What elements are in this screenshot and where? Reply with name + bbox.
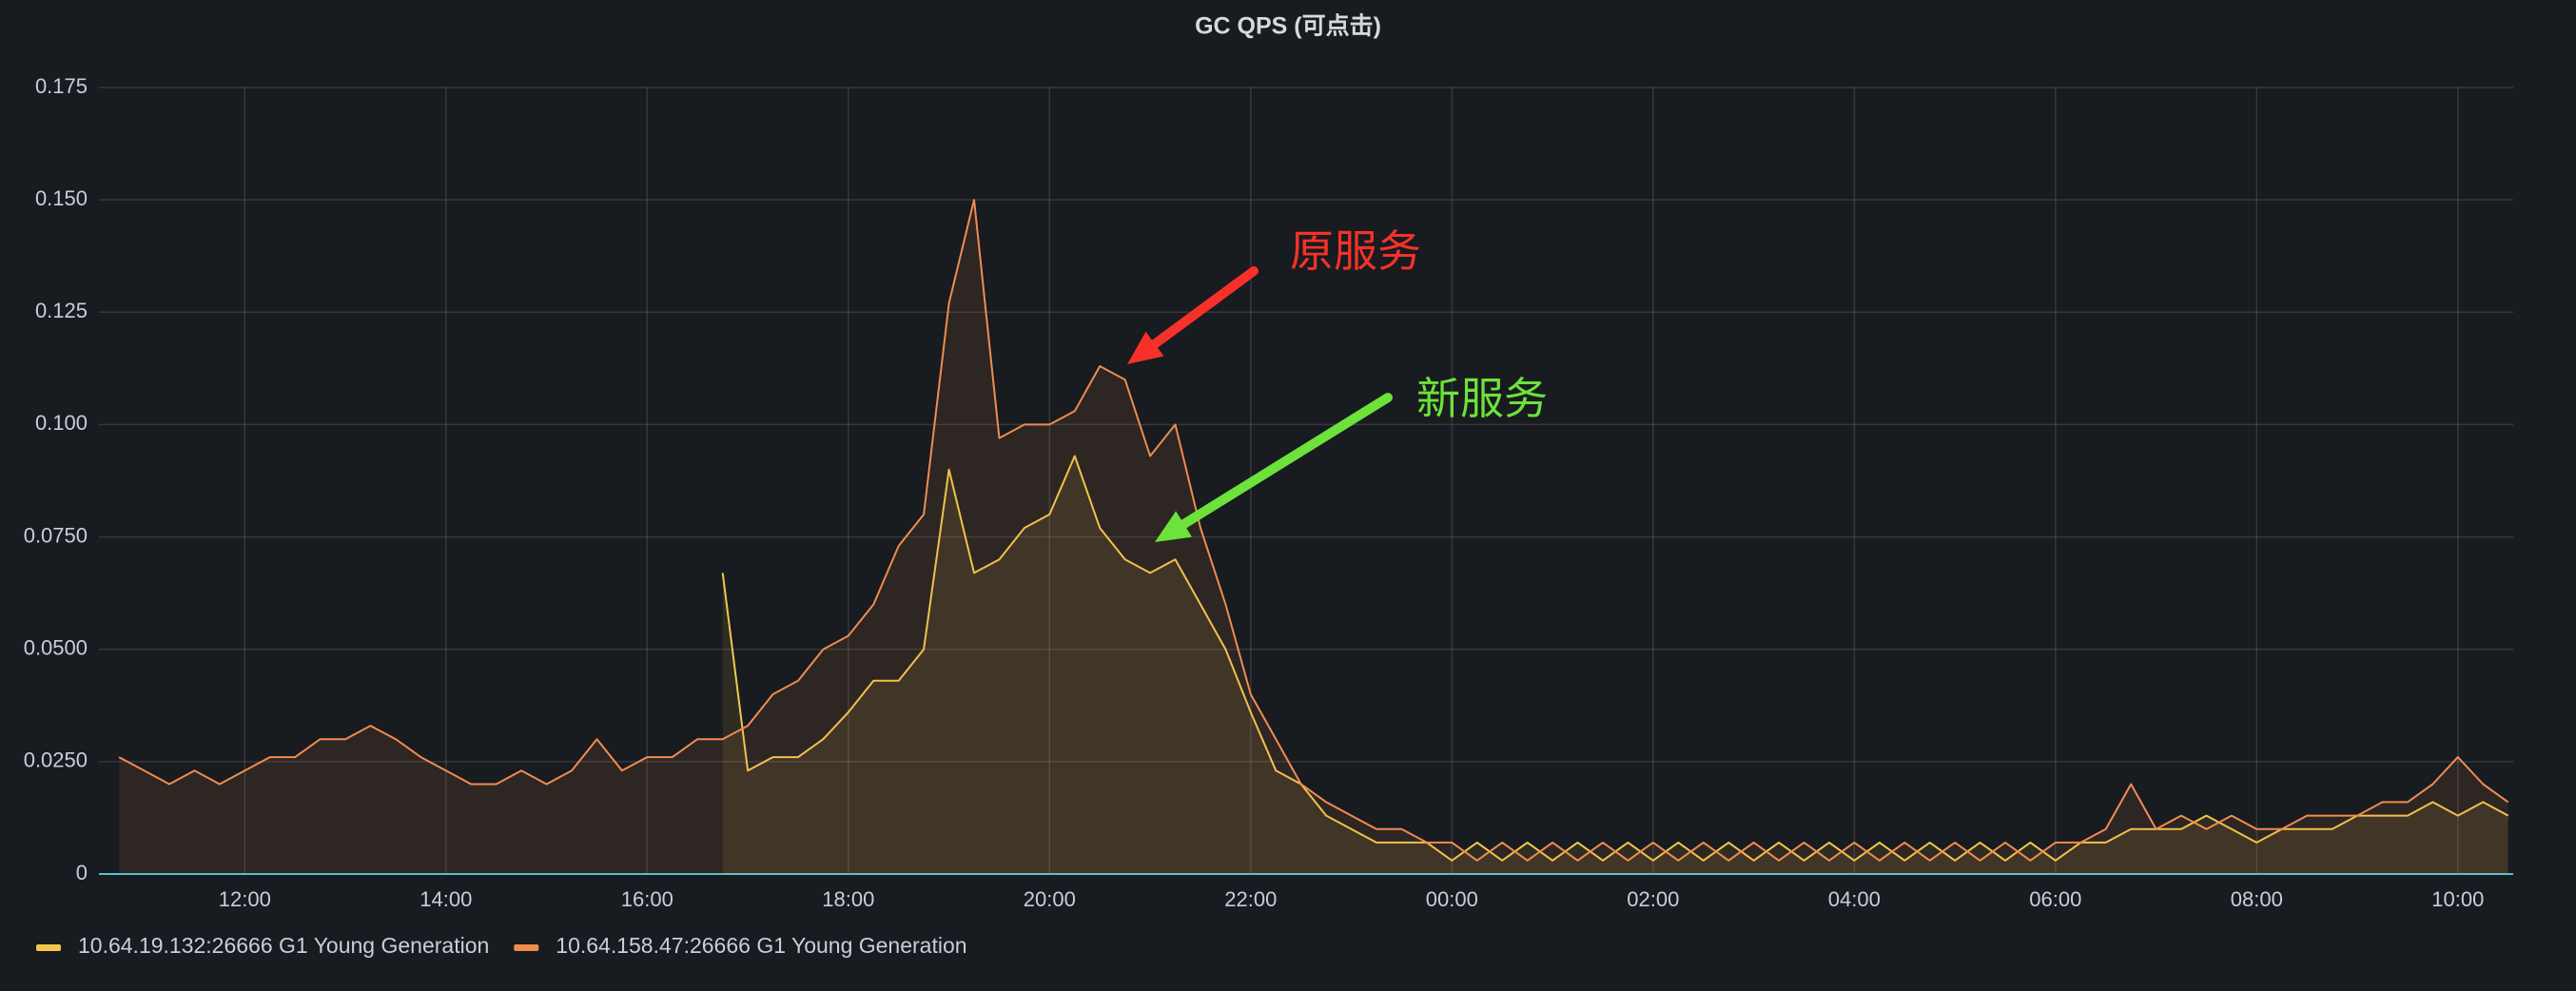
x-tick-label: 02:00 [1627, 887, 1679, 911]
annotation-arrow-head [1127, 331, 1164, 364]
legend-label[interactable]: 10.64.158.47:26666 G1 Young Generation [556, 933, 966, 958]
y-tick-label: 0 [76, 861, 88, 884]
y-tick-label: 0.125 [35, 299, 88, 322]
x-tick-label: 10:00 [2431, 887, 2484, 911]
y-tick-label: 0.100 [35, 411, 88, 435]
annotation-arrow-shaft [1179, 393, 1393, 530]
legend-label[interactable]: 10.64.19.132:26666 G1 Young Generation [78, 933, 489, 958]
y-tick-label: 0.0500 [24, 636, 88, 660]
x-tick-label: 14:00 [420, 887, 472, 911]
x-tick-label: 04:00 [1828, 887, 1881, 911]
y-tick-label: 0.175 [35, 74, 88, 98]
legend-swatch [514, 944, 539, 951]
annotation-text: 原服务 [1290, 226, 1421, 276]
annotation-arrow-head [1155, 511, 1193, 542]
x-tick-label: 06:00 [2029, 887, 2081, 911]
x-tick-label: 16:00 [621, 887, 673, 911]
y-tick-label: 0.0750 [24, 523, 88, 547]
annotation-arrow-shaft [1149, 266, 1259, 349]
x-tick-label: 12:00 [219, 887, 271, 911]
series-area [119, 200, 2508, 875]
grid [99, 87, 2513, 875]
x-tick-label: 00:00 [1426, 887, 1478, 911]
chart-title[interactable]: GC QPS (可点击) [1195, 13, 1381, 40]
series-area [722, 456, 2508, 874]
series-line [118, 199, 2509, 862]
x-tick-label: 20:00 [1024, 887, 1076, 911]
x-tick-label: 08:00 [2231, 887, 2283, 911]
y-tick-label: 0.0250 [24, 748, 88, 772]
annotation-text: 新服务 [1416, 374, 1548, 423]
y-tick-label: 0.150 [35, 186, 88, 210]
x-tick-label: 22:00 [1224, 887, 1277, 911]
legend-swatch [36, 944, 61, 951]
x-tick-label: 18:00 [822, 887, 874, 911]
